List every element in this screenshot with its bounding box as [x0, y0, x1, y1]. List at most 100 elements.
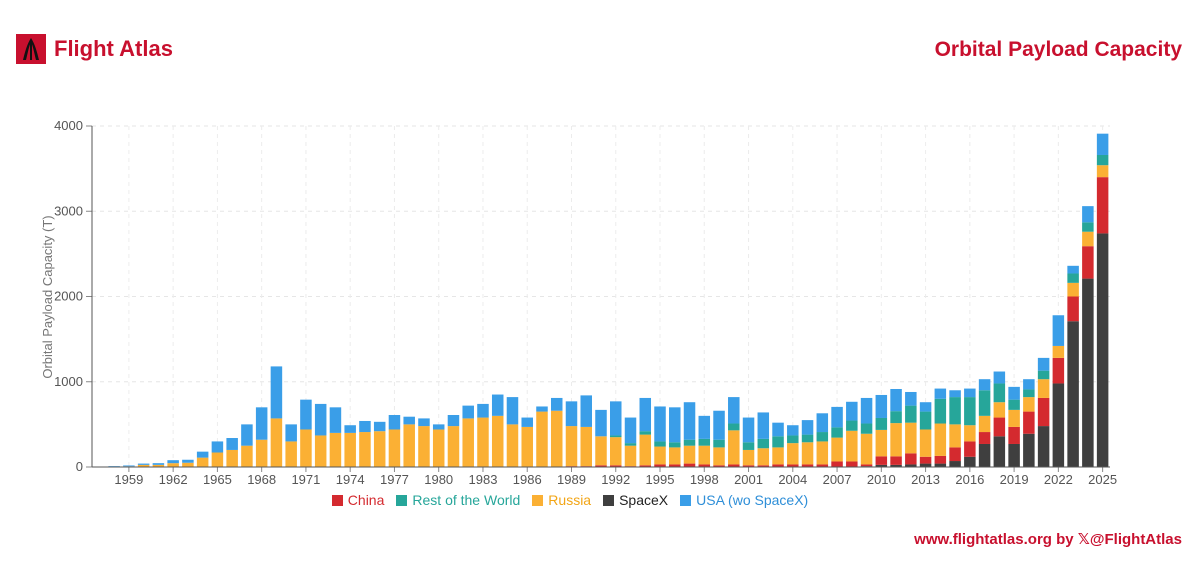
bar-segment-china [890, 456, 902, 465]
bar-segment-china [1037, 397, 1050, 427]
bar-segment-russia [432, 429, 445, 467]
bar-segment-russia [949, 424, 961, 448]
x-tick-label: 1962 [159, 472, 188, 487]
bar-segment-russia [1082, 231, 1094, 247]
bar-segment-usa-wo-spacex [344, 425, 356, 433]
bar-segment-russia [624, 445, 637, 467]
legend-item-china[interactable]: China [331, 492, 385, 508]
bar-segment-spacex [905, 464, 917, 467]
bar-segment-china [609, 465, 622, 467]
bar-segment-rest-of-the-world [919, 411, 932, 430]
y-tick-label: 2000 [54, 289, 83, 304]
x-tick-label: 1983 [469, 472, 498, 487]
bar-segment-russia [182, 462, 194, 467]
bar-segment-usa-wo-spacex [1023, 379, 1035, 390]
x-tick-label: 2022 [1044, 472, 1073, 487]
bar-segment-rest-of-the-world [816, 432, 829, 442]
legend-item-spacex[interactable]: SpaceX [603, 492, 668, 508]
y-axis-label: Orbital Payload Capacity (T) [40, 215, 55, 378]
legend-item-usa[interactable]: USA (wo SpaceX) [680, 492, 808, 508]
bar-segment-usa-wo-spacex [211, 441, 224, 453]
bar-segment-china [772, 464, 784, 467]
bar-segment-rest-of-the-world [1008, 399, 1020, 410]
bar-segment-russia [359, 432, 371, 467]
bar-segment-usa-wo-spacex [698, 415, 711, 439]
bar-segment-russia [609, 437, 622, 466]
grid-lines [92, 125, 1110, 467]
bar-segment-spacex [875, 464, 888, 467]
bar-segment-usa-wo-spacex [241, 424, 253, 446]
x-tick-label: 2016 [955, 472, 984, 487]
bar-segment-usa-wo-spacex [137, 463, 150, 465]
bar-segment-russia [329, 432, 342, 467]
bar-segment-russia [270, 418, 283, 467]
bar-segment-usa-wo-spacex [860, 397, 873, 424]
bar-segment-usa-wo-spacex [255, 407, 268, 440]
bar-segment-russia [300, 429, 312, 467]
bar-segment-rest-of-the-world [860, 423, 873, 434]
y-tick-label: 1000 [54, 374, 83, 389]
bar-segment-china [860, 464, 873, 467]
bar-segment-russia [905, 422, 917, 454]
legend-item-russia[interactable]: Russia [532, 492, 591, 508]
bar-segment-usa-wo-spacex [506, 397, 519, 425]
bar-segment-usa-wo-spacex [285, 424, 297, 442]
bar-segment-russia [993, 402, 1006, 418]
bar-segment-russia [978, 415, 991, 433]
x-tick-label: 1974 [336, 472, 365, 487]
bar-segment-china [1023, 411, 1035, 434]
footer-credit[interactable]: www.flightatlas.org by 𝕏@FlightAtlas [914, 531, 1182, 548]
bar-segment-rest-of-the-world [669, 442, 681, 448]
x-tick-label: 1977 [380, 472, 409, 487]
y-tick-labels: 0 1000 2000 3000 4000 [54, 118, 83, 474]
bar-segment-usa-wo-spacex [787, 425, 799, 436]
bar-segment-russia [344, 432, 356, 467]
bar-segment-usa-wo-spacex [1037, 357, 1050, 371]
bar-segment-russia [1052, 345, 1065, 358]
legend-item-rest-of-world[interactable]: Rest of the World [396, 492, 520, 508]
bar-segment-china [964, 441, 976, 457]
bar-segment-spacex [978, 443, 991, 467]
bar-segment-china [1096, 177, 1109, 234]
bar-segment-china [698, 464, 711, 467]
bar-segment-usa-wo-spacex [757, 412, 770, 439]
bar-segment-russia [787, 443, 799, 465]
bar-segment-usa-wo-spacex [846, 401, 858, 421]
bar-segment-china [742, 465, 755, 467]
bar-segment-russia [831, 437, 843, 462]
bar-segment-russia [919, 429, 932, 457]
bar-segment-china [757, 465, 770, 467]
bar-segment-usa-wo-spacex [978, 379, 991, 391]
x-tick-label: 1986 [513, 472, 542, 487]
brand-name: Flight Atlas [54, 36, 173, 61]
bar-segment-usa-wo-spacex [1082, 206, 1094, 223]
bar-segment-russia [698, 445, 711, 465]
bar-segment-rest-of-the-world [1096, 154, 1109, 166]
bar-segment-russia [521, 426, 533, 467]
legend-label-china: China [347, 492, 385, 508]
bar-segment-usa-wo-spacex [949, 390, 961, 398]
bar-segment-russia [595, 436, 607, 466]
flight-atlas-logo-icon [16, 34, 46, 64]
bar-segment-russia [536, 411, 548, 467]
bar-segment-usa-wo-spacex [182, 459, 194, 463]
legend-swatch-china [331, 494, 343, 506]
bar-segment-usa-wo-spacex [196, 451, 209, 458]
bar-segment-usa-wo-spacex [890, 388, 902, 412]
bar-segment-usa-wo-spacex [167, 460, 179, 464]
bar-segment-china [683, 463, 696, 467]
y-tick-label: 0 [76, 459, 83, 474]
bar-segment-china [949, 447, 961, 462]
x-tick-label: 2010 [867, 472, 896, 487]
bar-segment-rest-of-the-world [757, 438, 770, 449]
bar-segment-russia [846, 430, 858, 462]
bar-segment-spacex [1008, 443, 1020, 467]
x-tick-label: 2004 [778, 472, 807, 487]
bar-segment-usa-wo-spacex [491, 394, 504, 416]
bar-segment-china [1008, 426, 1020, 444]
bar-segment-rest-of-the-world [890, 411, 902, 424]
bar-segment-usa-wo-spacex [905, 391, 917, 406]
bar-segment-rest-of-the-world [1067, 273, 1079, 283]
chart-title: Orbital Payload Capacity [934, 38, 1182, 61]
